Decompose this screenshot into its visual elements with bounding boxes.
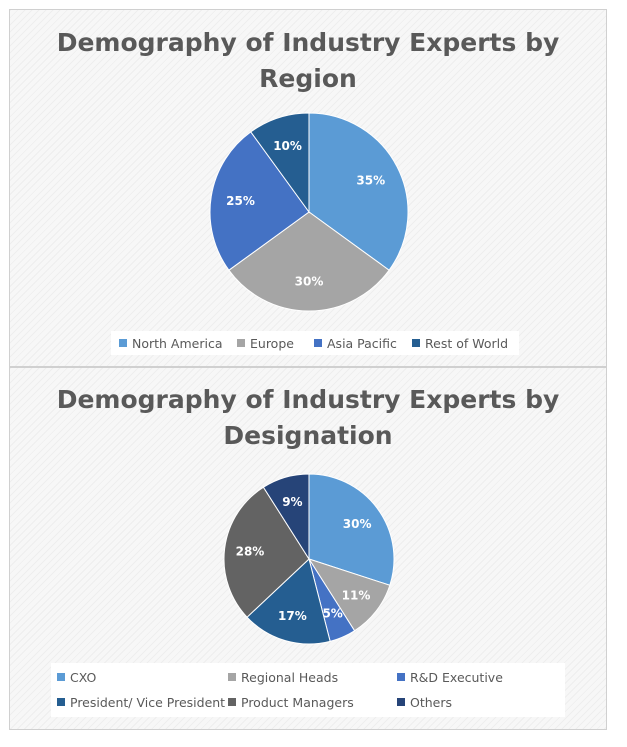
legend-item-rest-of-world: Rest of World <box>412 335 508 351</box>
legend-swatch-asia-pacific <box>314 339 322 347</box>
legend-swatch-others <box>397 698 405 706</box>
data-label-asia-pacific: 25% <box>226 194 255 208</box>
data-label-europe: 30% <box>295 274 324 288</box>
designation-chart-panel: Demography of Industry Experts by Design… <box>9 367 607 730</box>
legend-label-product-managers: Product Managers <box>241 694 354 710</box>
legend-label-asia-pacific: Asia Pacific <box>327 335 397 351</box>
legend-swatch-regional-heads <box>228 673 236 681</box>
region-chart-panel: Demography of Industry Experts by Region… <box>9 9 607 367</box>
designation-title-line-1: Demography of Industry Experts by <box>56 385 560 414</box>
pie-slice-president-vice-president <box>246 558 331 645</box>
designation-chart-title: Demography of Industry Experts by Design… <box>10 382 606 454</box>
legend-label-regional-heads: Regional Heads <box>241 669 339 685</box>
legend-item-product-managers: Product Managers <box>228 694 354 710</box>
data-label-cxo: 30% <box>343 517 372 531</box>
legend-label-north-america: North America <box>132 335 223 351</box>
legend-item-asia-pacific: Asia Pacific <box>314 335 397 351</box>
designation-legend: CXO Regional Heads R&D Executive Preside… <box>51 663 565 717</box>
data-label-r-d-executive: 5% <box>322 607 342 621</box>
region-legend: North America Europe Asia Pacific Rest o… <box>111 331 519 355</box>
data-label-president-vice-president: 17% <box>278 609 307 623</box>
legend-swatch-europe <box>237 339 245 347</box>
legend-item-cxo: CXO <box>57 669 96 685</box>
region-pie-chart: 35% 30% 25% 10% <box>209 112 409 312</box>
pie-slice-others <box>262 473 310 561</box>
region-title-line-1: Demography of Industry Experts by <box>56 28 560 57</box>
legend-swatch-product-managers <box>228 698 236 706</box>
pie-slice-north-america <box>308 112 409 271</box>
legend-swatch-cxo <box>57 673 65 681</box>
legend-swatch-rd-executive <box>397 673 405 681</box>
legend-item-others: Others <box>397 694 452 710</box>
legend-item-regional-heads: Regional Heads <box>228 669 338 685</box>
legend-swatch-rest-of-world <box>412 339 420 347</box>
pie-slice-rest-of-world <box>250 112 310 214</box>
legend-item-europe: Europe <box>237 335 294 351</box>
data-label-north-america: 35% <box>356 174 385 188</box>
legend-swatch-president-vice-president <box>57 698 65 706</box>
data-label-product-managers: 28% <box>236 545 265 559</box>
data-label-others: 9% <box>282 495 302 509</box>
legend-item-rd-executive: R&D Executive <box>397 669 503 685</box>
legend-label-rest-of-world: Rest of World <box>425 335 509 351</box>
legend-item-north-america: North America <box>119 335 223 351</box>
data-label-regional-heads: 11% <box>342 588 371 602</box>
pie-slice-product-managers <box>223 486 310 618</box>
region-title-line-2: Region <box>259 64 357 93</box>
legend-item-president-vice-president: President/ Vice President <box>57 694 225 710</box>
legend-label-cxo: CXO <box>70 669 97 685</box>
designation-pie-chart: 30% 11%5% 17% 28% 9% <box>223 473 395 645</box>
pie-slice-europe <box>228 211 390 312</box>
data-label-rest-of-world: 10% <box>273 139 302 153</box>
designation-title-line-2: Designation <box>223 421 393 450</box>
legend-label-others: Others <box>410 694 453 710</box>
legend-label-rd-executive: R&D Executive <box>410 669 503 685</box>
legend-label-president-vice-president: President/ Vice President <box>70 694 226 710</box>
legend-swatch-north-america <box>119 339 127 347</box>
pie-slice-cxo <box>308 473 395 586</box>
pie-slice-asia-pacific <box>209 131 310 271</box>
legend-label-europe: Europe <box>250 335 294 351</box>
region-chart-title: Demography of Industry Experts by Region <box>10 25 606 97</box>
